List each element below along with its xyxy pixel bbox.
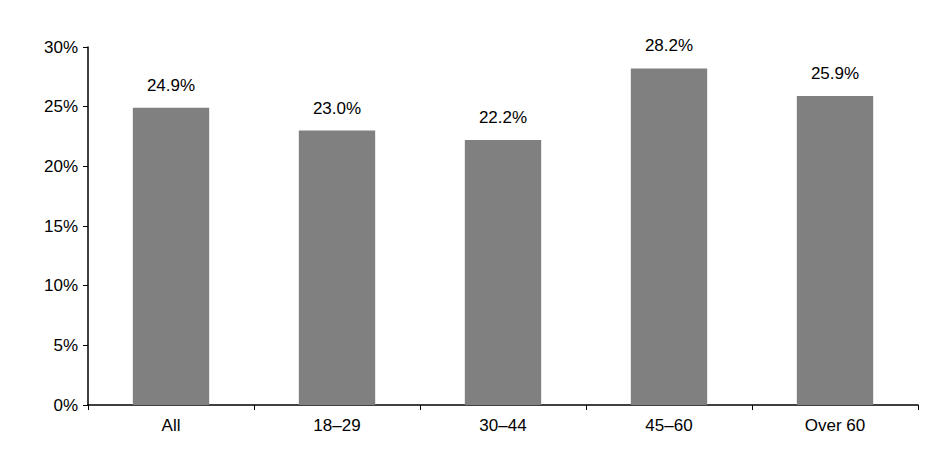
svg-text:30–44: 30–44 [479,416,526,435]
svg-text:20%: 20% [44,157,78,176]
svg-text:10%: 10% [44,276,78,295]
svg-text:25.9%: 25.9% [811,64,859,83]
svg-text:23.0%: 23.0% [313,99,361,118]
svg-text:45–60: 45–60 [645,416,692,435]
svg-text:15%: 15% [44,217,78,236]
svg-text:0%: 0% [53,396,78,415]
svg-text:30%: 30% [44,38,78,57]
svg-text:24.9%: 24.9% [147,76,195,95]
svg-text:25%: 25% [44,97,78,116]
svg-text:5%: 5% [53,336,78,355]
svg-text:18–29: 18–29 [313,416,360,435]
svg-text:All: All [162,416,181,435]
svg-text:28.2%: 28.2% [645,36,693,55]
svg-text:22.2%: 22.2% [479,108,527,127]
svg-text:Over 60: Over 60 [805,416,865,435]
